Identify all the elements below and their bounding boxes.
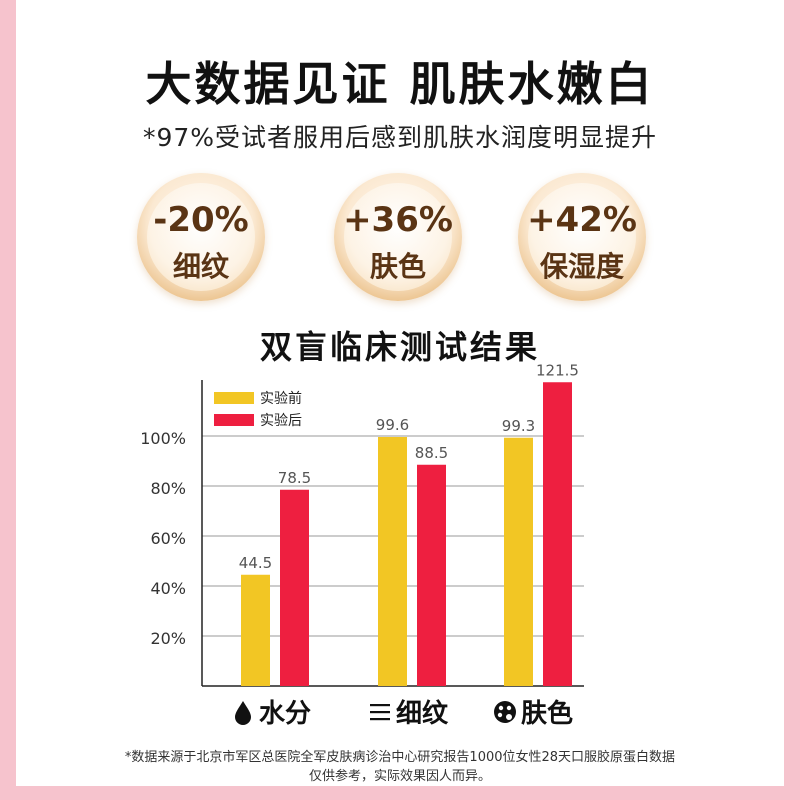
- stat-badge-skin-tone: +36% 肤色: [334, 173, 462, 301]
- stat-value: -20%: [153, 200, 249, 240]
- bar-before: [504, 437, 533, 686]
- y-tick-label: 100%: [140, 429, 186, 448]
- y-tick-label: 60%: [150, 529, 186, 548]
- data-label: 44.5: [239, 554, 272, 572]
- legend-label: 实验前: [260, 390, 302, 407]
- category-label: 细纹: [396, 698, 449, 729]
- lines-icon: [370, 718, 390, 721]
- stat-badge-moisture: +42% 保湿度: [518, 173, 646, 301]
- data-label: 88.5: [415, 444, 448, 462]
- bar-before: [241, 574, 270, 686]
- legend-swatch: [214, 392, 254, 404]
- data-label: 99.3: [502, 417, 535, 435]
- category-label: 水分: [259, 699, 311, 729]
- y-tick-label: 20%: [150, 629, 186, 648]
- stat-value: +36%: [343, 200, 453, 240]
- category-label: 肤色: [521, 698, 573, 729]
- stat-badges: -20% 细纹 +36% 肤色 +42% 保湿度: [16, 173, 784, 303]
- footnote-line-1: *数据来源于北京市军区总医院全军皮肤病诊治中心研究报告1000位女性28天口服胶…: [124, 750, 676, 765]
- palette-dot: [506, 714, 512, 720]
- stat-label: 肤色: [369, 250, 426, 283]
- palette-icon: [494, 701, 516, 723]
- data-label: 78.5: [278, 469, 311, 487]
- palette-dot: [497, 712, 503, 718]
- legend-label: 实验后: [260, 413, 302, 429]
- y-tick-label: 80%: [150, 479, 186, 498]
- bar-before: [378, 437, 407, 686]
- bar-after: [417, 464, 446, 686]
- bar-after: [543, 382, 572, 686]
- footnote: *数据来源于北京市军区总医院全军皮肤病诊治中心研究报告1000位女性28天口服胶…: [16, 748, 784, 786]
- data-label: 99.6: [376, 416, 409, 434]
- footnote-line-2: 仅供参考，实际效果因人而异。: [308, 769, 491, 784]
- lines-icon: [370, 711, 390, 714]
- stat-badge-wrinkles: -20% 细纹: [137, 173, 265, 301]
- palette-dot: [506, 705, 512, 711]
- stat-label: 细纹: [172, 250, 229, 283]
- page-title: 大数据见证 肌肤水嫩白: [145, 57, 655, 111]
- bar-chart: 20% 40% 60% 80% 100% 44.5 99.6 99.3 78.5 88.5 121.…: [140, 361, 584, 729]
- stat-value: +42%: [527, 200, 637, 240]
- drop-icon: [235, 701, 251, 725]
- page-subtitle: *97%受试者服用后感到肌肤水润度明显提升: [142, 123, 658, 152]
- poster-frame: 大数据见证 肌肤水嫩白 *97%受试者服用后感到肌肤水润度明显提升 -20% 细…: [16, 0, 784, 786]
- stat-label: 保湿度: [539, 250, 624, 283]
- palette-dot: [498, 705, 504, 711]
- legend-swatch: [214, 414, 254, 426]
- bar-after: [280, 489, 309, 686]
- lines-icon: [370, 704, 390, 707]
- y-tick-label: 40%: [150, 579, 186, 598]
- data-label: 121.5: [536, 361, 579, 379]
- chart-title: 双盲临床测试结果: [259, 328, 540, 366]
